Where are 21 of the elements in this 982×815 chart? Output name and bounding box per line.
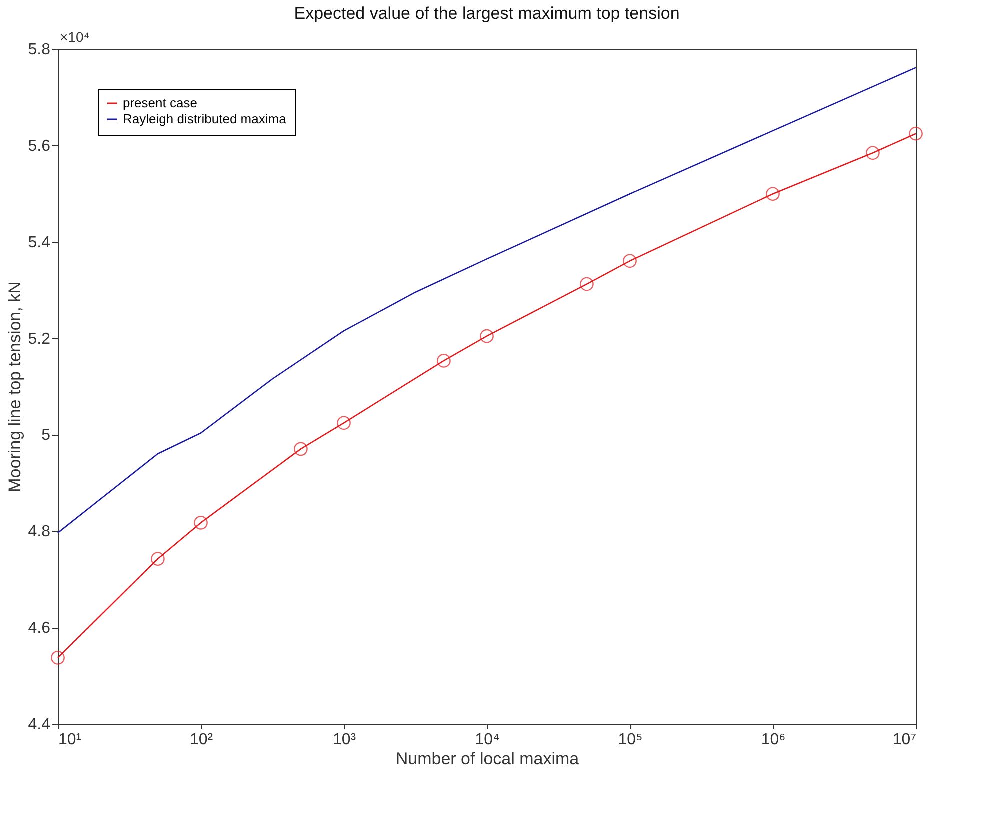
x-tick-label: 10¹ — [58, 732, 82, 748]
x-axis-title: Number of local maxima — [396, 750, 580, 768]
y-tick-label: 5.2 — [28, 330, 51, 348]
x-tick-label: 10² — [190, 732, 214, 748]
y-tick-label: 5 — [42, 427, 51, 444]
y-axis-title: Mooring line top tension, kN — [5, 282, 24, 492]
x-tick-label: 10⁵ — [618, 732, 643, 748]
text: ×10⁴ — [60, 29, 90, 45]
legend-label: present case — [123, 96, 198, 110]
y-tick-label: 5.6 — [28, 138, 51, 155]
x-tick-label: 10⁴ — [475, 732, 500, 748]
legend-label: Rayleigh distributed maxima — [123, 112, 288, 126]
x-tick-label: 10⁶ — [761, 732, 786, 748]
x-tick-label: 10⁷ — [892, 732, 917, 748]
chart-title: Expected value of the largest maximum top tension — [294, 4, 680, 23]
y-tick-label: 5.8 — [28, 42, 51, 58]
y-tick-label: 5.4 — [28, 234, 51, 252]
x-tick-label: 10³ — [332, 732, 357, 748]
y-tick-label: 4.4 — [28, 716, 51, 734]
y-tick-label: 4.8 — [28, 524, 51, 541]
y-tick-label: 4.6 — [28, 620, 51, 638]
